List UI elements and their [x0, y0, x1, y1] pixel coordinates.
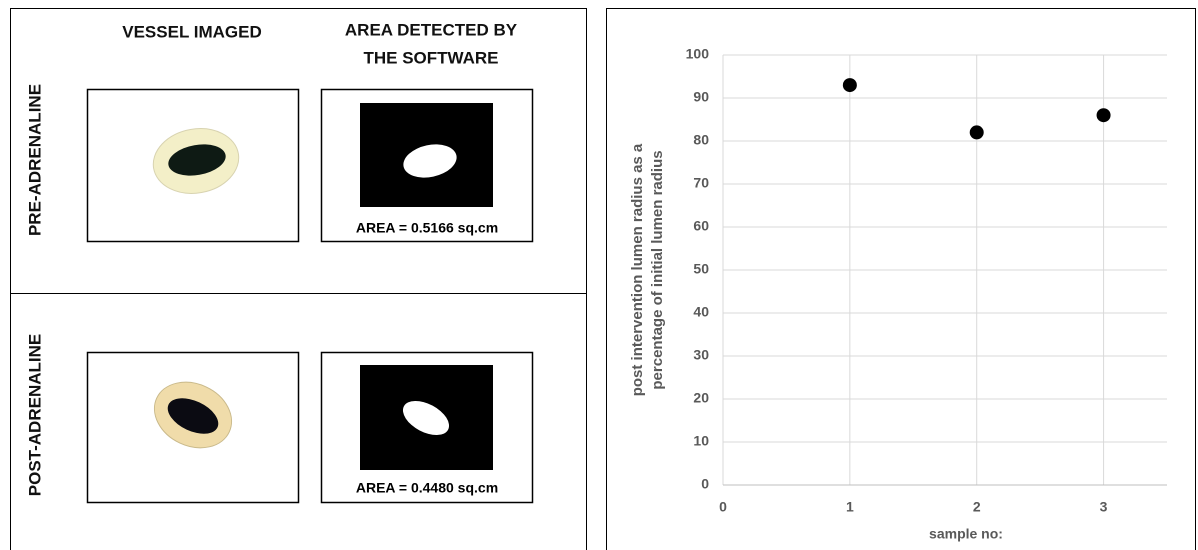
x-tick-label: 2	[973, 499, 981, 515]
data-point	[969, 125, 984, 140]
x-tick-label: 3	[1100, 499, 1108, 515]
y-tick-label: 50	[693, 261, 709, 277]
y-tick-label: 10	[693, 433, 709, 449]
x-tick-label: 0	[719, 499, 727, 515]
data-point	[1096, 108, 1111, 123]
column-header: THE SOFTWARE	[363, 48, 498, 67]
chart-frame	[606, 8, 1196, 550]
y-axis-label: percentage of initial lumen radius	[649, 150, 666, 389]
vessel-image	[86, 351, 300, 504]
row-label: PRE-ADRENALINE	[25, 84, 44, 236]
detected-area-image	[320, 351, 534, 504]
y-axis-label: post intervention lumen radius as a	[629, 143, 646, 396]
detected-area-image	[320, 88, 534, 243]
y-tick-label: 100	[686, 46, 710, 62]
x-axis-label: sample no:	[929, 526, 1003, 542]
chart: sample no: post intervention lumen radiu…	[629, 46, 1167, 542]
data-point	[842, 78, 857, 93]
y-tick-label: 80	[693, 132, 709, 148]
y-tick-label: 0	[701, 476, 709, 492]
x-tick-label: 1	[846, 499, 854, 515]
y-tick-label: 90	[693, 89, 709, 105]
y-tick-label: 60	[693, 218, 709, 234]
y-tick-label: 70	[693, 175, 709, 191]
figure-frame	[10, 8, 587, 550]
vessel-image	[86, 88, 300, 243]
column-header: AREA DETECTED BY	[345, 20, 518, 39]
area-caption: AREA = 0.4480 sq.cm	[356, 480, 498, 496]
y-tick-label: 40	[693, 304, 709, 320]
area-caption: AREA = 0.5166 sq.cm	[356, 220, 498, 236]
y-tick-label: 30	[693, 347, 709, 363]
y-tick-label: 20	[693, 390, 709, 406]
column-header: VESSEL IMAGED	[122, 22, 262, 41]
row-label: POST-ADRENALINE	[25, 334, 44, 496]
